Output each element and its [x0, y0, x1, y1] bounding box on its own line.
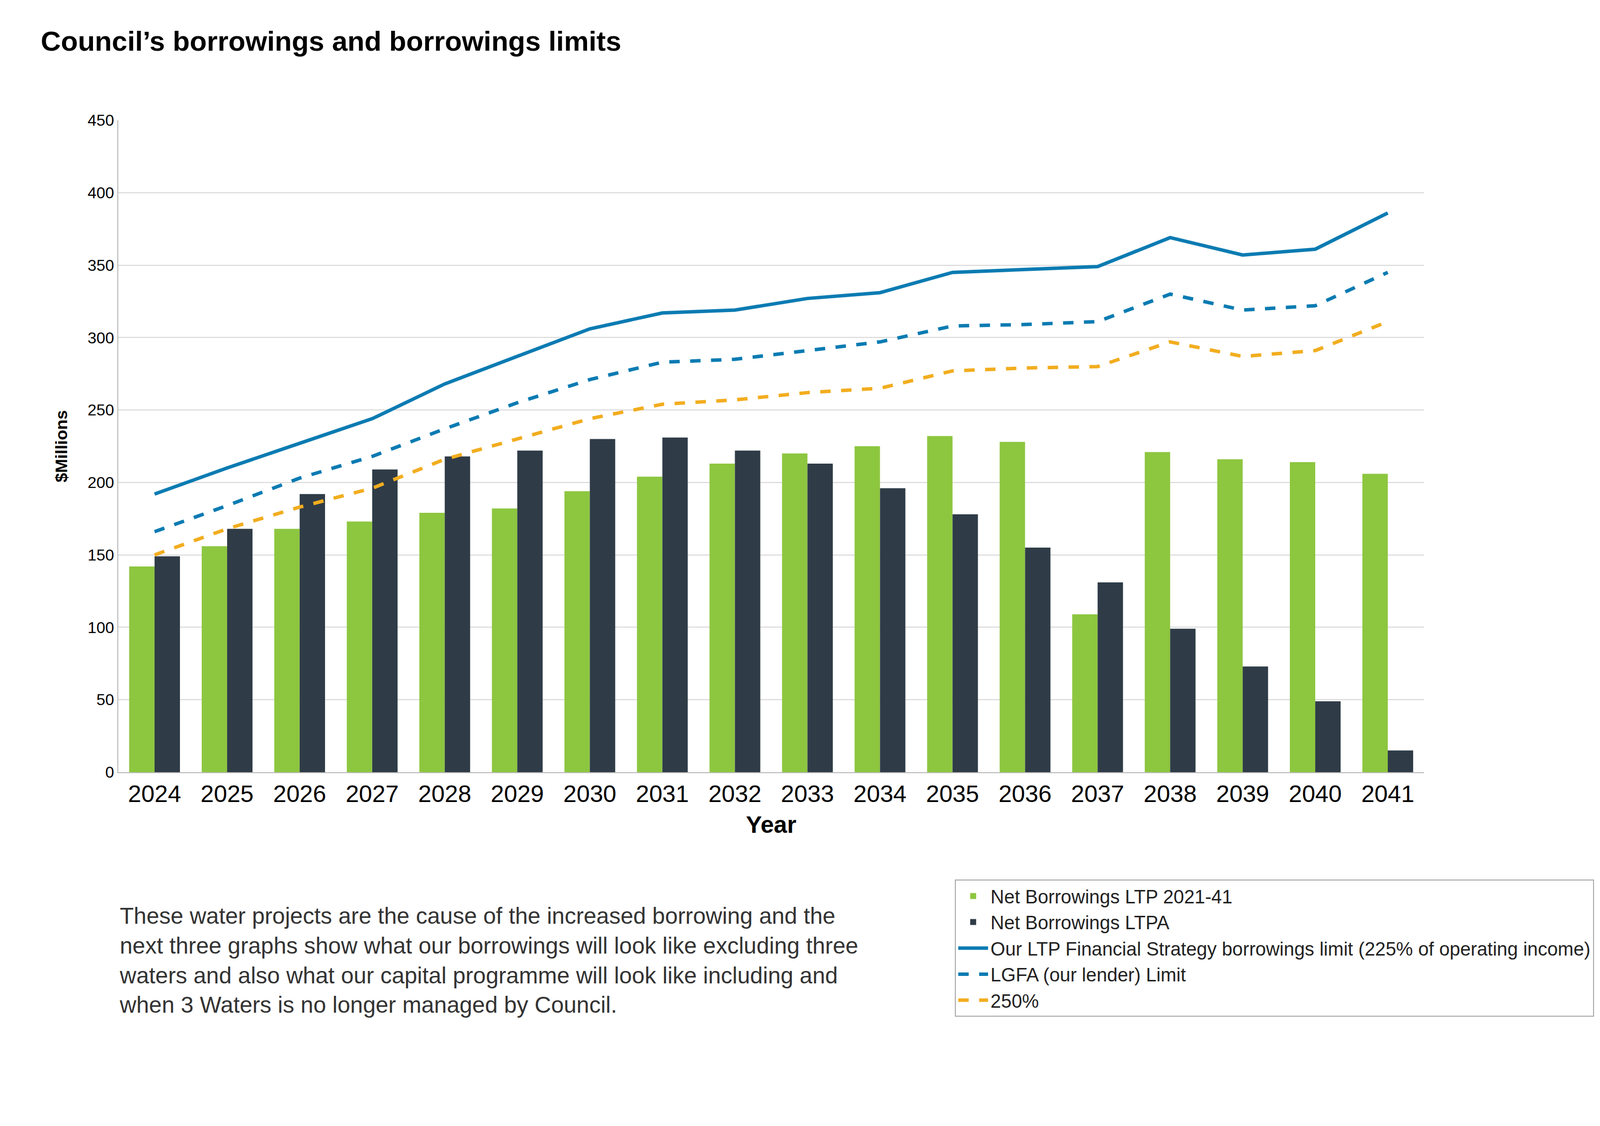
svg-text:150: 150	[87, 546, 114, 565]
svg-text:100: 100	[87, 618, 114, 637]
svg-text:2025: 2025	[200, 780, 254, 808]
svg-text:2034: 2034	[853, 780, 907, 808]
svg-text:2033: 2033	[780, 780, 835, 808]
svg-text:Net Borrowings LTP 2021-41: Net Borrowings LTP 2021-41	[990, 886, 1233, 908]
svg-text:350: 350	[87, 256, 114, 275]
svg-text:2040: 2040	[1288, 780, 1343, 808]
svg-text:200: 200	[87, 473, 114, 492]
svg-text:450: 450	[87, 111, 114, 130]
svg-text:2028: 2028	[418, 780, 472, 808]
svg-text:250%: 250%	[990, 991, 1039, 1012]
svg-text:Net Borrowings LTPA: Net Borrowings LTPA	[990, 912, 1170, 934]
svg-text:250: 250	[87, 401, 114, 420]
svg-text:2035: 2035	[926, 780, 980, 808]
svg-text:2027: 2027	[345, 780, 399, 808]
svg-text:2026: 2026	[272, 780, 327, 808]
svg-text:Our LTP Financial Strategy bor: Our LTP Financial Strategy borrowings li…	[990, 938, 1591, 960]
svg-text:300: 300	[87, 329, 114, 347]
svg-text:$Millions: $Millions	[51, 410, 71, 483]
svg-text:0: 0	[105, 763, 115, 782]
svg-text:2031: 2031	[635, 780, 689, 808]
svg-text:2030: 2030	[563, 780, 617, 808]
svg-text:2037: 2037	[1071, 780, 1125, 808]
svg-text:Council’s borrowings and borro: Council’s borrowings and borrowings limi…	[40, 25, 622, 57]
svg-text:400: 400	[87, 183, 114, 202]
svg-text:2041: 2041	[1361, 780, 1415, 808]
svg-text:2039: 2039	[1216, 780, 1270, 808]
svg-text:These water projects are the c: These water projects are the cause of th…	[119, 903, 859, 1018]
svg-text:50: 50	[96, 690, 115, 709]
svg-text:2038: 2038	[1143, 780, 1197, 808]
svg-text:2032: 2032	[708, 780, 762, 808]
svg-text:Year: Year	[746, 811, 797, 839]
svg-text:LGFA (our lender) Limit: LGFA (our lender) Limit	[990, 964, 1186, 986]
svg-text:2029: 2029	[490, 780, 544, 808]
svg-text:2024: 2024	[128, 780, 182, 808]
svg-text:2036: 2036	[998, 780, 1052, 808]
